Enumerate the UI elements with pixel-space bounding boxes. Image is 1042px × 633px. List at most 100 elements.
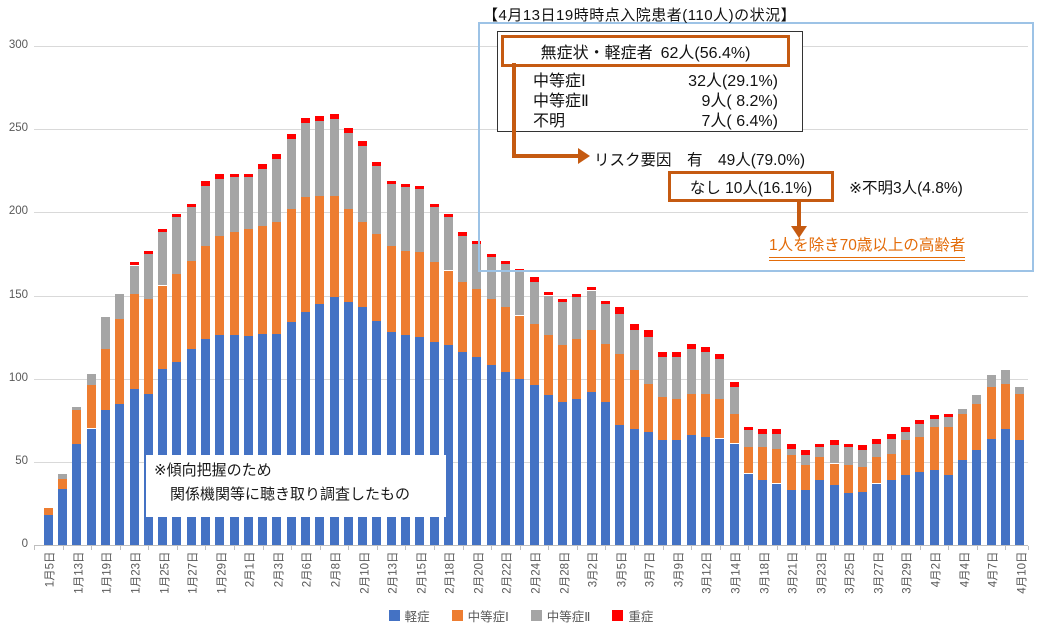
bar-segment-重症 [815,443,825,447]
bar-segment-中等症Ⅰ [115,318,125,404]
bar-segment-中等症Ⅱ [500,263,510,308]
bar-segment-中等症Ⅱ [243,177,253,229]
bar-segment-重症 [658,352,668,358]
bar-segment-中等症Ⅱ [929,418,939,427]
bar-segment-軽症 [300,312,310,545]
bar-segment-重症 [500,260,510,264]
y-axis-label-200: 200 [8,205,28,218]
bar-segment-中等症Ⅰ [972,403,982,451]
x-axis-tick [176,546,178,550]
legend-swatch-icon [612,610,624,621]
bar-segment-軽症 [329,297,339,545]
bar-segment-重症 [586,287,596,291]
bar-segment-中等症Ⅰ [72,410,82,444]
bar-segment-軽症 [58,488,68,545]
x-axis-tick [519,546,521,550]
bar-segment-重症 [700,347,710,353]
bar-segment-中等症Ⅱ [72,406,82,411]
bar-segment-重症 [215,174,225,180]
x-axis-tick [691,546,693,550]
bar-segment-重症 [415,185,425,189]
bar-segment-軽症 [200,338,210,545]
bar-segment-重症 [258,164,268,170]
risk-factor-none-box: なし 10人(16.1%) [668,171,834,202]
bar-segment-中等症Ⅱ [200,185,210,246]
bar-segment-中等症Ⅱ [829,445,839,464]
bar-segment-中等症Ⅱ [572,297,582,339]
bar-segment-中等症Ⅱ [458,235,468,283]
bar-segment-中等症Ⅱ [86,373,96,386]
bar-segment-中等症Ⅱ [700,352,710,394]
bar-segment-中等症Ⅰ [643,383,653,432]
bar-segment-中等症Ⅱ [358,145,368,223]
bar-segment-軽症 [129,388,139,545]
bar-segment-軽症 [343,302,353,545]
bar-segment-軽症 [558,402,568,545]
bar-segment-中等症Ⅰ [886,453,896,481]
bar-segment-中等症Ⅰ [929,426,939,471]
x-axis-tick [719,546,721,550]
bar-segment-中等症Ⅰ [258,225,268,334]
y-axis-label-0: 0 [21,538,28,550]
bar-segment-軽症 [715,438,725,545]
bar-segment-中等症Ⅰ [486,298,496,366]
bar-segment-軽症 [286,322,296,545]
bar-segment-重症 [729,382,739,387]
legend-item-軽症: 軽症 [388,606,430,625]
bar-segment-中等症Ⅱ [615,313,625,354]
x-axis-tick [119,546,121,550]
bar-segment-中等症Ⅰ [786,455,796,491]
bar-segment-中等症Ⅰ [86,385,96,429]
bar-segment-軽症 [500,372,510,545]
bar-segment-中等症Ⅰ [729,413,739,444]
bar-segment-中等症Ⅰ [586,330,596,392]
x-axis-tick [976,546,978,550]
x-axis-tick [205,546,207,550]
bar-segment-中等症Ⅱ [800,455,810,466]
x-axis-tick [576,546,578,550]
bar-segment-中等症Ⅰ [743,446,753,474]
bar-segment-重症 [772,428,782,434]
bar-segment-軽症 [472,357,482,545]
bar-segment-中等症Ⅱ [400,187,410,251]
bar-segment-重症 [543,292,553,296]
gridline-200 [34,212,1028,214]
x-axis-line [34,545,1028,546]
y-axis-label-300: 300 [8,39,28,51]
bar-segment-重症 [486,253,496,258]
bar-segment-中等症Ⅱ [943,416,953,427]
risk-factor-unknown-text: ※不明3人(4.8%) [849,180,963,197]
bar-segment-中等症Ⅰ [629,370,639,429]
bar-segment-軽症 [929,470,939,545]
bar-segment-中等症Ⅱ [629,330,639,371]
x-axis-tick [462,546,464,550]
bar-segment-軽症 [658,440,668,545]
legend-swatch-icon [530,610,542,621]
bar-segment-中等症Ⅱ [286,139,296,210]
bar-segment-中等症Ⅱ [258,169,268,226]
bar-segment-中等症Ⅰ [958,413,967,461]
moderate2-label: 中等症Ⅱ [533,93,589,110]
bar-segment-中等症Ⅰ [343,209,353,303]
bar-segment-中等症Ⅰ [615,353,625,426]
bar-segment-軽症 [229,335,239,545]
bar-segment-中等症Ⅱ [472,243,482,289]
x-axis-tick [548,546,550,550]
bar-segment-重症 [686,343,696,349]
bar-segment-軽症 [315,303,325,545]
bar-segment-重症 [572,293,582,298]
survey-note-box: ※傾向把握のため 関係機関等に聴き取り調査したもの [146,455,446,517]
bar-segment-軽症 [415,337,425,545]
bar-segment-軽症 [386,332,396,545]
x-axis-tick [748,546,750,550]
bar-segment-中等症Ⅰ [500,307,510,372]
bar-segment-中等症Ⅰ [215,235,225,336]
bar-segment-軽症 [172,362,182,545]
moderate1-label: 中等症Ⅰ [533,73,586,90]
bar-segment-中等症Ⅰ [829,463,839,486]
bar-segment-軽症 [43,515,53,545]
x-axis-tick [233,546,235,550]
bar-segment-重症 [758,428,767,434]
bar-segment-中等症Ⅰ [286,209,296,323]
bar-segment-中等症Ⅰ [472,288,482,358]
